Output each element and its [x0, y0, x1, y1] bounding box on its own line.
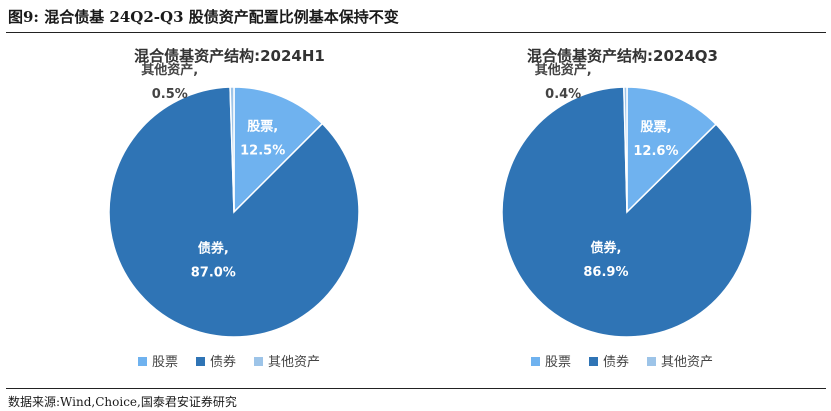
slice-label-other-value: 0.5% [152, 87, 188, 102]
legend-label-other: 其他资产 [268, 355, 320, 370]
pie-chart-2024h1: 混合债基资产结构:2024H1 股票, 12.5% 债券, 87.0% 其他资产, 0.5%… [108, 47, 360, 370]
slice-label-bond-name: 债券, [590, 240, 621, 256]
slice-label-other-value: 0.4% [545, 87, 581, 102]
figure-title: 图9: 混合债基 24Q2-Q3 股债资产配置比例基本保持不变 [8, 8, 399, 26]
bottom-rule [6, 388, 826, 389]
legend-label-stock: 股票 [545, 355, 571, 370]
slice-label-bond-value: 87.0% [191, 265, 236, 280]
legend-swatch-bond [196, 357, 205, 366]
pie-slice-other [229, 86, 235, 213]
legend-swatch-bond [589, 357, 598, 366]
slice-label-bond-value: 86.9% [583, 265, 628, 280]
pie-slice-other [623, 86, 628, 213]
legend-label-stock: 股票 [152, 355, 178, 370]
slice-label-stock-name: 股票, [247, 119, 278, 135]
slice-label-stock-name: 股票, [640, 119, 671, 135]
chart-title: 混合债基资产结构:2024Q3 [527, 47, 718, 65]
slice-label-other-name: 其他资产, [535, 62, 592, 78]
pie-slice-bond [501, 86, 753, 338]
chart-title: 混合债基资产结构:2024H1 [134, 47, 325, 65]
slice-label-bond-name: 债券, [198, 240, 229, 256]
legend-label-other: 其他资产 [661, 355, 713, 370]
legend-label-bond: 债券 [603, 354, 629, 370]
source-note: 数据来源:Wind,Choice,国泰君安证券研究 [8, 395, 237, 409]
legend-swatch-other [254, 357, 263, 366]
legend-label-bond: 债券 [210, 354, 236, 370]
pie-slice-bond [108, 86, 360, 338]
slice-label-stock-value: 12.6% [633, 144, 678, 159]
slice-label-other-name: 其他资产, [141, 62, 198, 78]
pie-slice-stock [626, 86, 718, 214]
legend-swatch-other [647, 357, 656, 366]
legend-swatch-stock [531, 357, 540, 366]
pie-chart-2024q3: 混合债基资产结构:2024Q3 股票, 12.6% 债券, 86.9% 其他资产, 0.4%… [501, 47, 753, 370]
slice-label-stock-value: 12.5% [240, 144, 285, 159]
legend-swatch-stock [138, 357, 147, 366]
top-rule [6, 32, 826, 33]
pie-slice-stock [233, 86, 324, 214]
